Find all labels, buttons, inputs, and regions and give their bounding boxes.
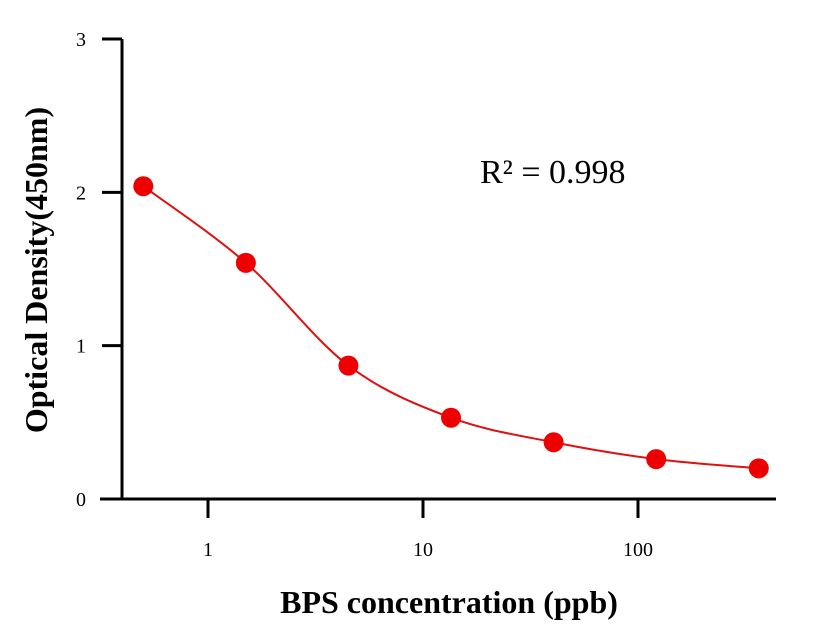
- x-axis-label: BPS concentration (ppb): [280, 584, 618, 620]
- data-point: [646, 449, 667, 470]
- x-tick-label: 10: [413, 539, 433, 561]
- y-tick-label: 2: [76, 182, 86, 204]
- y-tick-label: 0: [76, 489, 86, 511]
- data-point: [338, 355, 359, 376]
- data-point: [543, 432, 564, 453]
- x-tick-label: 1: [203, 539, 213, 561]
- data-point: [748, 458, 769, 479]
- data-point: [235, 252, 256, 273]
- y-tick-label: 1: [76, 336, 86, 358]
- r-squared-annotation: R² = 0.998: [480, 154, 626, 191]
- y-tick-label: 3: [76, 29, 86, 51]
- y-axis-label: Optical Density(450nm): [18, 107, 54, 433]
- data-point: [133, 176, 154, 197]
- axes: 0 1 2 3 1 10 100: [76, 29, 776, 561]
- data-points: [133, 176, 769, 479]
- data-point: [441, 407, 462, 428]
- x-tick-label: 100: [623, 539, 653, 561]
